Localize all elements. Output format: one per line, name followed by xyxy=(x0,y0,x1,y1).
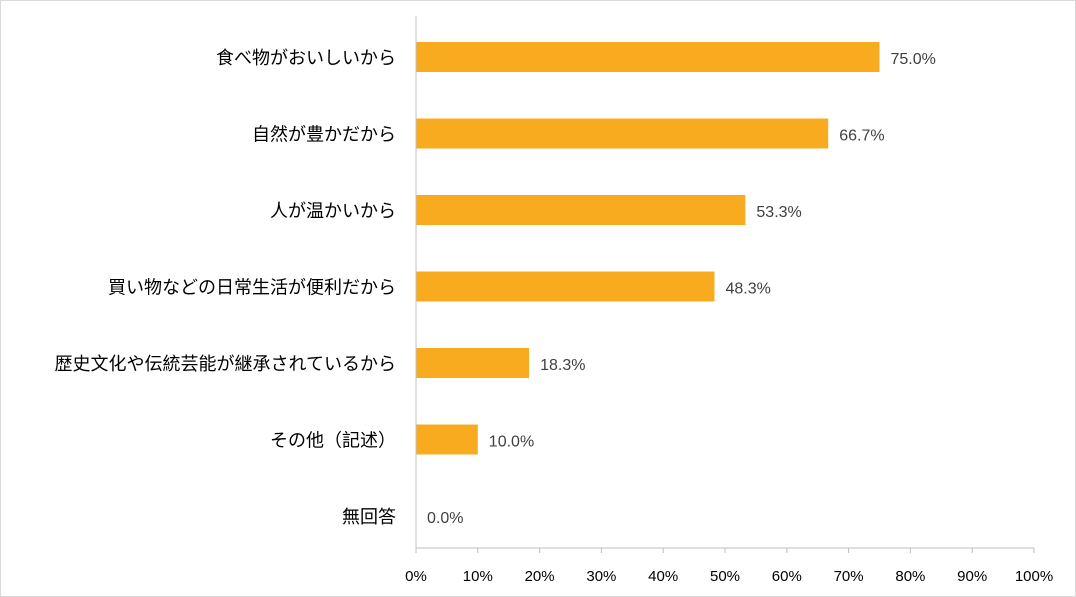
value-label: 53.3% xyxy=(756,204,801,221)
value-label: 0.0% xyxy=(427,510,463,527)
x-tick-label: 100% xyxy=(1015,568,1053,585)
bar xyxy=(416,271,715,302)
bar xyxy=(416,42,880,72)
bar xyxy=(416,348,530,378)
bar xyxy=(416,424,478,455)
x-tick-label: 80% xyxy=(895,568,925,585)
value-label: 75.0% xyxy=(891,51,936,68)
category-label: 買い物などの日常生活が便利だから xyxy=(108,278,396,299)
x-axis: 0% 10% 20% 30% 40% 50% 60% 70% 80% 90% 100% xyxy=(405,16,1053,585)
category-label: 無回答 xyxy=(342,507,396,528)
value-label: 66.7% xyxy=(839,128,884,145)
x-tick-label: 10% xyxy=(463,568,493,585)
bar xyxy=(416,195,746,225)
x-tick-label: 30% xyxy=(586,568,616,585)
x-tick-label: 20% xyxy=(525,568,555,585)
category-label: 自然が豊かだから xyxy=(252,125,396,146)
category-label: その他（記述） xyxy=(270,431,396,452)
value-labels-group: 75.0% 66.7% 53.3% 48.3% 18.3% 10.0% 0.0% xyxy=(427,51,936,527)
bar xyxy=(416,118,829,149)
x-tick-label: 90% xyxy=(957,568,987,585)
category-label: 歴史文化や伝統芸能が継承されているから xyxy=(55,354,396,375)
category-labels-group: 食べ物がおいしいから自然が豊かだから人が温かいから買い物などの日常生活が便利だか… xyxy=(55,48,396,528)
x-tick-label: 70% xyxy=(834,568,864,585)
x-tick-label: 60% xyxy=(772,568,802,585)
value-label: 48.3% xyxy=(725,281,770,298)
bars-group xyxy=(416,42,880,455)
x-tick-label: 50% xyxy=(710,568,740,585)
value-label: 18.3% xyxy=(540,357,585,374)
x-tick-label: 0% xyxy=(405,568,427,585)
category-label: 人が温かいから xyxy=(270,201,396,222)
x-tick-label: 40% xyxy=(648,568,678,585)
value-label: 10.0% xyxy=(489,434,534,451)
category-label: 食べ物がおいしいから xyxy=(216,48,396,69)
